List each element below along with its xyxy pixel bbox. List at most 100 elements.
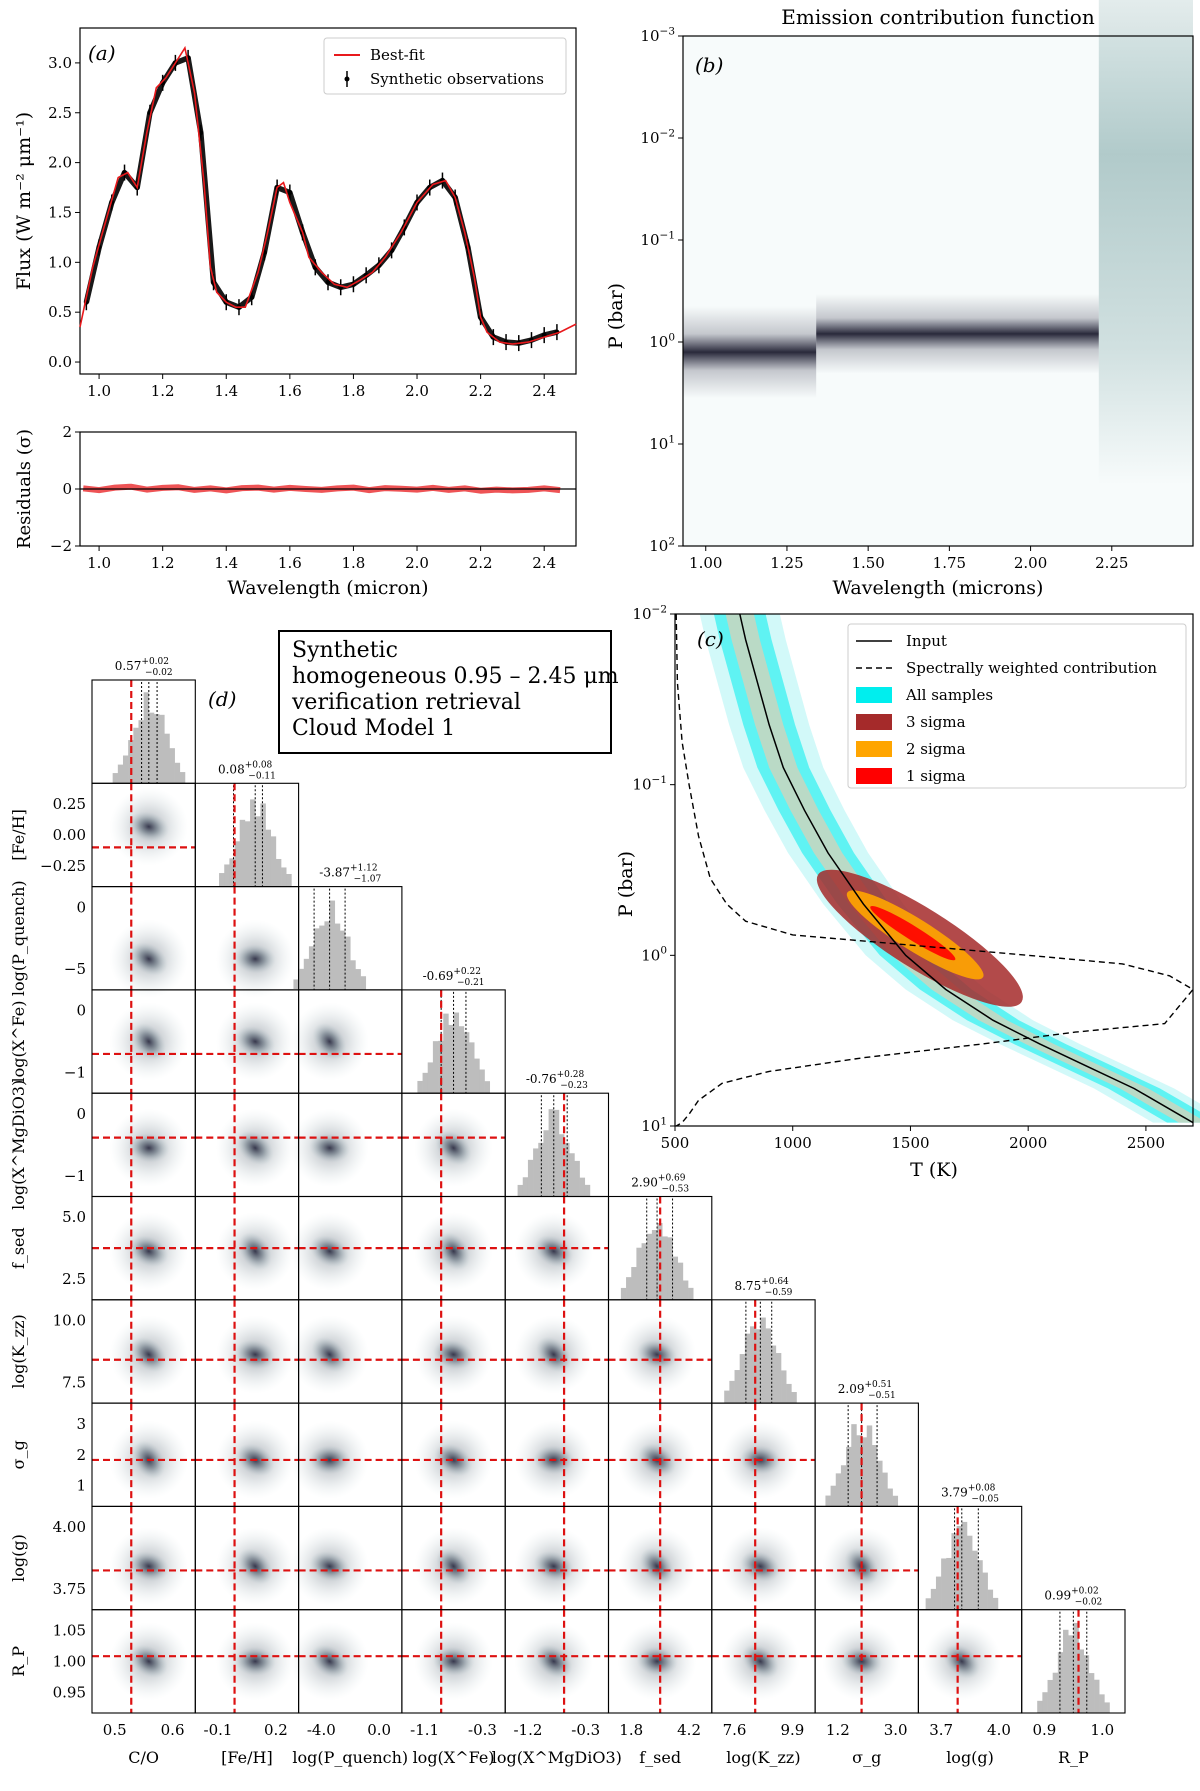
density-cell [194, 1402, 300, 1507]
density-core [433, 1339, 474, 1370]
histogram-bar [739, 1354, 746, 1404]
histogram-bar [339, 930, 346, 990]
y-axis-label: σ_g [9, 1440, 28, 1469]
legend-label: Input [906, 632, 947, 650]
y-axis-label: log(g) [9, 1534, 28, 1582]
x-tick-label: 2.00 [1014, 554, 1047, 572]
density-core [129, 1235, 169, 1267]
y-axis-label: f_sed [9, 1227, 28, 1269]
legend-box [323, 37, 567, 95]
histogram-bar [417, 1080, 423, 1094]
y-tick-label: 2 [62, 423, 72, 441]
retrieval-info-box: Synthetic homogeneous 0.95 – 2.45 μm ver… [278, 630, 619, 754]
x-tick-label: 0.5 [103, 1721, 127, 1739]
density-core [841, 1646, 883, 1677]
legend-label: Synthetic observations [370, 70, 544, 88]
y-tick-label: 0.95 [53, 1683, 86, 1701]
histogram-bar [350, 960, 356, 990]
histogram-bar [345, 936, 351, 990]
legend-label: 2 sigma [906, 740, 966, 758]
panel-label: (b) [695, 53, 723, 77]
observations-trace [83, 55, 558, 346]
density-cell [194, 1195, 300, 1301]
y-tick-label: 102 [649, 535, 675, 555]
y-tick-label: 0.0 [48, 353, 72, 371]
legend-swatch [856, 768, 892, 784]
density-cell [814, 1609, 919, 1714]
x-tick-label: 1.00 [689, 554, 722, 572]
histogram-cell: 8.75+0.64 −0.59 [711, 1277, 816, 1404]
histogram-bar [484, 1081, 491, 1094]
density-core [129, 942, 168, 976]
legend-swatch [856, 687, 892, 703]
y-tick-label: 4.00 [53, 1518, 86, 1536]
histogram-bar [281, 867, 287, 887]
y-tick-label: 1.0 [48, 253, 72, 271]
density-cell [91, 1609, 196, 1714]
histogram-bar [265, 829, 272, 887]
x-tick-label: 0.6 [161, 1721, 185, 1739]
density-cell [607, 1402, 713, 1507]
histogram-bar [1037, 1700, 1043, 1713]
density-cell [194, 1505, 300, 1611]
histogram-bar [275, 858, 282, 887]
density-core [432, 1646, 475, 1676]
x-tick-label: 2.0 [405, 554, 429, 572]
y-tick-label: 0.25 [53, 795, 86, 813]
y-tick-label: −1 [64, 1167, 86, 1185]
posterior-summary: -0.76+0.28 −0.23 [526, 1070, 588, 1091]
input-profile-line [739, 613, 1194, 1124]
x-tick-label: 4.0 [987, 1721, 1011, 1739]
density-cell [194, 1092, 300, 1198]
density-core [312, 1022, 347, 1061]
y-axis-label: [Fe/H] [9, 809, 28, 861]
density-cell [401, 1195, 506, 1301]
histogram-bar [882, 1472, 888, 1507]
y-tick-label: 2.5 [48, 104, 72, 122]
density-core [309, 1551, 350, 1582]
x-axis-label: f_sed [639, 1748, 681, 1767]
histogram-bar [941, 1558, 947, 1610]
density-core [740, 1550, 781, 1582]
density-cell [290, 989, 403, 1094]
histogram-bar [117, 764, 124, 784]
y-tick-label: 2.5 [62, 1270, 86, 1288]
x-tick-label: 2.0 [405, 382, 429, 400]
histogram-bar [641, 1243, 648, 1300]
x-tick-label: 2.25 [1095, 554, 1128, 572]
x-axis-label: [Fe/H] [221, 1748, 273, 1767]
x-tick-label: 1.25 [770, 554, 803, 572]
histogram-bar [334, 923, 341, 990]
histogram-bar [270, 836, 277, 887]
legend-label: All samples [905, 686, 993, 704]
histogram-cell: -0.69+0.22 −0.21 [401, 967, 506, 1094]
histogram-bar [1078, 1649, 1084, 1713]
histogram-bar [303, 958, 310, 990]
histogram-cell: -0.76+0.28 −0.23 [504, 1070, 610, 1198]
histogram-bar [219, 873, 225, 887]
histogram-cell: 0.99+0.02 −0.02 [1021, 1587, 1126, 1714]
x-tick-label: 0.2 [264, 1721, 288, 1739]
y-tick-label: 3.75 [53, 1580, 86, 1598]
histogram-bar [453, 1012, 460, 1094]
info-line: Cloud Model 1 [292, 716, 456, 741]
density-cell [290, 1299, 403, 1404]
legend-label: 1 sigma [906, 767, 966, 785]
histogram-cell: 0.08+0.08 −0.11 [194, 760, 300, 888]
histogram-bar [672, 1256, 679, 1300]
histogram-bar [548, 1109, 555, 1197]
x-tick-label: 2000 [1009, 1134, 1047, 1152]
histogram-bar [662, 1236, 668, 1300]
histogram-bar [169, 748, 175, 784]
x-tick-label: 1.0 [87, 554, 111, 572]
y-tick-label: 7.5 [62, 1373, 86, 1391]
x-axis-label: C/O [128, 1748, 159, 1767]
density-cell [401, 1092, 506, 1198]
contribution-band [816, 294, 1099, 374]
histogram-bar [1094, 1679, 1100, 1713]
histogram-bar [1073, 1622, 1079, 1713]
x-tick-label: 2.2 [469, 382, 493, 400]
x-tick-label: 2.4 [532, 382, 556, 400]
x-tick-label: -0.3 [571, 1721, 600, 1739]
